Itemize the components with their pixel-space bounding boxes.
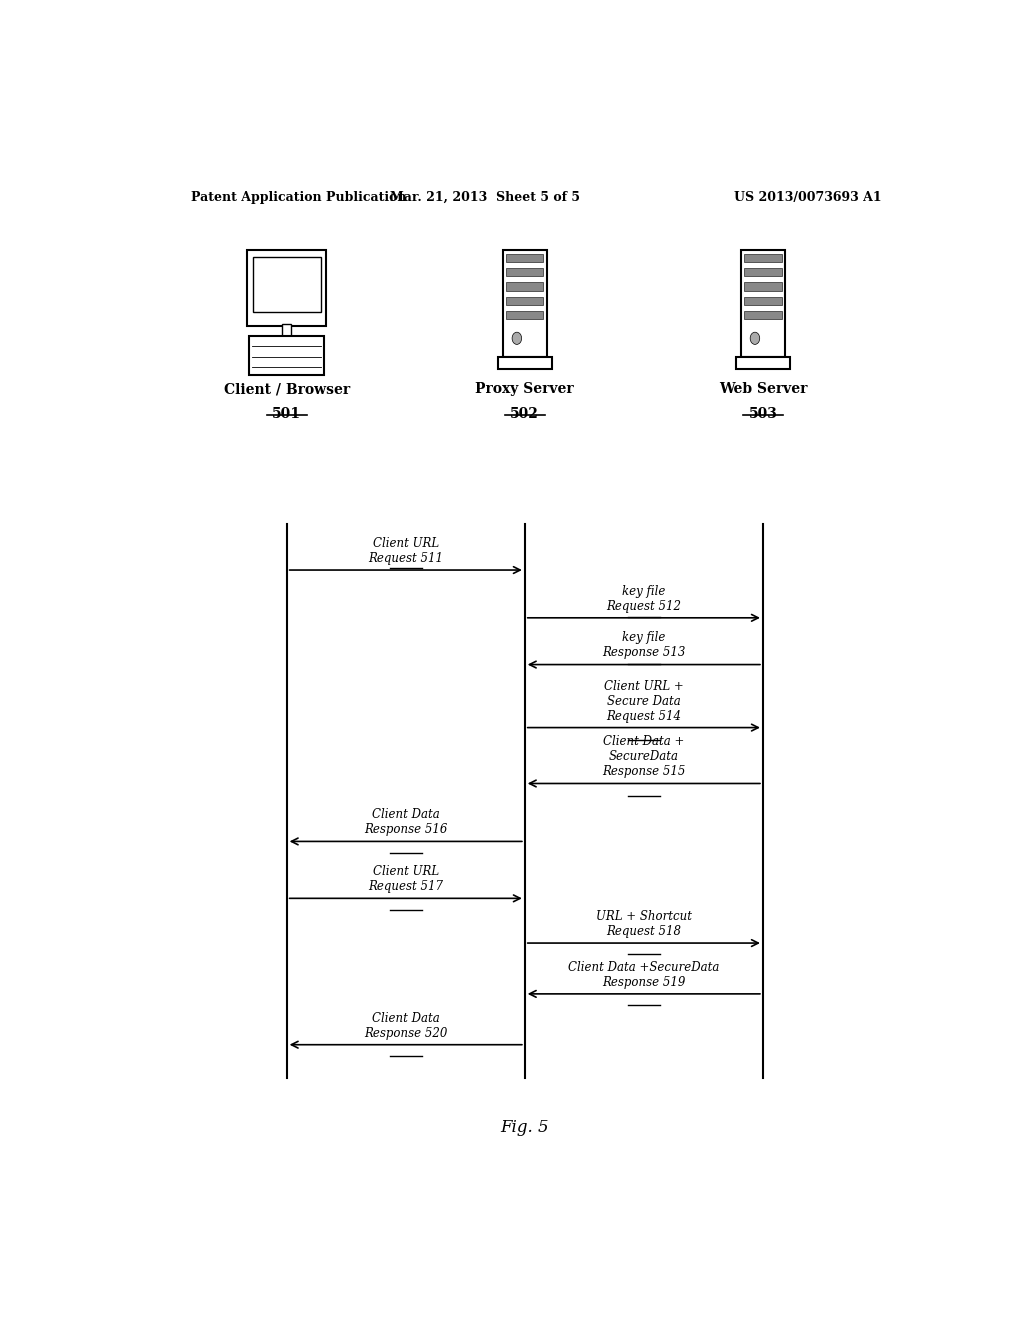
Bar [744, 282, 781, 290]
Text: Fig. 5: Fig. 5 [501, 1119, 549, 1137]
Bar [506, 310, 544, 319]
Text: Client URL
Request 511: Client URL Request 511 [369, 537, 443, 565]
Circle shape [751, 333, 760, 345]
Text: 503: 503 [749, 408, 777, 421]
Circle shape [512, 333, 521, 345]
Bar [503, 249, 547, 356]
Text: Client URL
Request 517: Client URL Request 517 [369, 865, 443, 894]
Text: Proxy Server: Proxy Server [475, 381, 574, 396]
Text: Client Data
Response 516: Client Data Response 516 [365, 808, 447, 837]
Text: Client URL +
Secure Data
Request 514: Client URL + Secure Data Request 514 [604, 680, 684, 722]
Text: 502: 502 [510, 408, 540, 421]
Bar [506, 253, 544, 263]
Bar [506, 282, 544, 290]
Bar [282, 325, 292, 337]
Bar [744, 297, 781, 305]
Text: US 2013/0073693 A1: US 2013/0073693 A1 [734, 191, 882, 203]
Bar [741, 249, 784, 356]
Text: Client Data +SecureData
Response 519: Client Data +SecureData Response 519 [568, 961, 720, 989]
Text: Mar. 21, 2013  Sheet 5 of 5: Mar. 21, 2013 Sheet 5 of 5 [390, 191, 581, 203]
Bar [247, 249, 327, 326]
Bar [249, 337, 325, 375]
Text: Client Data
Response 520: Client Data Response 520 [365, 1011, 447, 1040]
Text: key file
Response 513: key file Response 513 [602, 631, 685, 660]
Bar [253, 257, 321, 312]
Text: Web Server: Web Server [719, 381, 807, 396]
Text: Client / Browser: Client / Browser [223, 381, 350, 396]
Text: 501: 501 [272, 408, 301, 421]
Text: Client Data +
SecureData
Response 515: Client Data + SecureData Response 515 [602, 735, 685, 779]
Bar [744, 268, 781, 276]
Bar [744, 310, 781, 319]
Text: URL + Shortcut
Request 518: URL + Shortcut Request 518 [596, 909, 692, 939]
Bar [506, 297, 544, 305]
Text: Patent Application Publication: Patent Application Publication [191, 191, 407, 203]
Bar [498, 356, 552, 368]
Bar [506, 268, 544, 276]
Bar [744, 253, 781, 263]
Bar [735, 356, 791, 368]
Text: key file
Request 512: key file Request 512 [606, 585, 681, 612]
